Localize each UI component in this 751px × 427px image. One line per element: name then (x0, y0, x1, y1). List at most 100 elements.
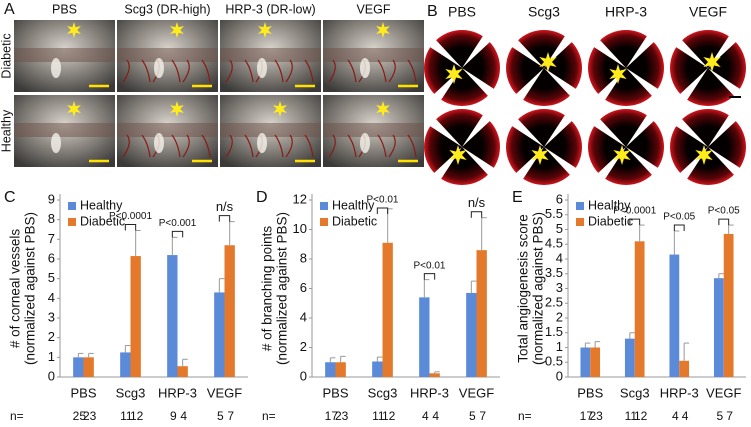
y-tick-label: 2 (556, 309, 563, 324)
vessel-icon (407, 134, 417, 158)
legend-swatch (320, 218, 328, 226)
y-axis-label: # of branching points (260, 226, 275, 352)
y-tick-label: 1 (556, 339, 563, 354)
y-axis-label: (normalized against PBS) (275, 212, 290, 365)
y-tick-label: 1 (48, 349, 55, 364)
column-header: PBS (52, 2, 77, 16)
legend-label: Healthy (588, 198, 631, 212)
vessel-icon (274, 134, 284, 158)
asterisk-icon (376, 101, 390, 117)
n-value: 12 (130, 409, 144, 423)
x-tick-label: VEGF (459, 385, 494, 400)
x-tick-label: PBS (322, 385, 348, 400)
n-value: 25 (73, 409, 87, 423)
retina-notch (626, 32, 657, 68)
p-value-label: n/s (216, 199, 234, 214)
panel-letter: A (4, 1, 15, 18)
vessel-icon (285, 59, 293, 83)
bar (590, 347, 601, 377)
bar (335, 362, 346, 377)
n-value: 23 (335, 409, 349, 423)
y-tick-label: 6 (300, 280, 307, 295)
vessel-icon (328, 134, 336, 158)
y-axis-label: (normalized against PBS) (23, 212, 38, 365)
significance-bracket (423, 273, 436, 280)
retina-notch (462, 147, 498, 178)
asterisk-icon (531, 145, 549, 165)
vessel-icon (388, 59, 396, 83)
significance-bracket (171, 230, 184, 238)
vessel-icon (225, 59, 233, 83)
corneal-limbus (117, 48, 218, 62)
y-tick-label: 5 (48, 270, 55, 285)
vessel-icon (244, 59, 254, 83)
glare (51, 133, 61, 153)
n-value: 5 (717, 409, 724, 423)
asterisk-icon (609, 64, 627, 84)
legend-label: Diabetic (332, 214, 377, 228)
bar (372, 361, 383, 377)
vessel-icon (377, 59, 387, 83)
y-tick-label: 1.5 (545, 324, 563, 339)
y-tick-label: 4 (48, 290, 55, 305)
y-tick-label: 0 (300, 368, 307, 383)
x-tick-label: HRP-3 (158, 385, 197, 400)
p-value-label: P<0.0001 (613, 206, 657, 217)
vessel-icon (347, 59, 357, 83)
bar (669, 254, 680, 377)
bar (713, 278, 724, 377)
n-value: 11 (625, 409, 638, 423)
p-value-label: P<0.05 (663, 212, 695, 223)
retina-notch (708, 111, 739, 147)
vessel-icon (141, 59, 151, 83)
glare (51, 58, 61, 78)
retina-notch (590, 37, 626, 68)
vessel-icon (304, 59, 314, 83)
n-value: 7 (479, 409, 486, 423)
vessel-icon (201, 134, 211, 158)
retina-notch (626, 111, 657, 147)
p-value-label: P<0.05 (708, 206, 740, 217)
n-value: 5 (217, 409, 224, 423)
n-label: n= (10, 409, 24, 423)
bar (580, 347, 591, 377)
bar (120, 352, 131, 377)
y-tick-label: 4 (556, 250, 563, 265)
glare (360, 58, 370, 78)
bar (466, 292, 477, 377)
y-tick-label: 4.5 (545, 236, 563, 251)
legend-swatch (68, 202, 76, 210)
significance-bracket (124, 223, 137, 231)
asterisk-icon (539, 52, 557, 72)
x-tick-label: Scg3 (620, 385, 650, 400)
asterisk-icon (273, 101, 287, 117)
y-tick-label: 8 (48, 211, 55, 226)
retina-notch (508, 37, 544, 68)
y-tick-label: 8 (300, 250, 307, 265)
n-value: 4 (180, 409, 187, 423)
vessel-icon (122, 134, 130, 158)
panel-letter: B (427, 3, 438, 20)
p-value-label: n/s (468, 195, 486, 210)
retina-notch (590, 116, 626, 147)
significance-bracket (470, 211, 483, 218)
corneal-limbus (14, 123, 115, 137)
p-value-label: P<0.001 (159, 218, 197, 229)
corneal-limbus (117, 123, 218, 137)
n-value: 4 (432, 409, 439, 423)
y-tick-label: 12 (293, 191, 307, 206)
asterisk-icon (170, 22, 184, 38)
retina-notch (462, 111, 493, 147)
n-value: 12 (382, 409, 396, 423)
bar (325, 362, 336, 377)
bar (167, 255, 178, 377)
x-tick-label: Scg3 (116, 385, 146, 400)
vessel-icon (328, 59, 336, 83)
asterisk-icon (170, 101, 184, 117)
n-value: 11 (120, 409, 133, 423)
x-tick-label: VEGF (706, 385, 741, 400)
vessel-icon (201, 59, 211, 83)
retina-notch (544, 147, 580, 178)
y-tick-label: 3.5 (545, 265, 563, 280)
corneal-limbus (323, 123, 424, 137)
